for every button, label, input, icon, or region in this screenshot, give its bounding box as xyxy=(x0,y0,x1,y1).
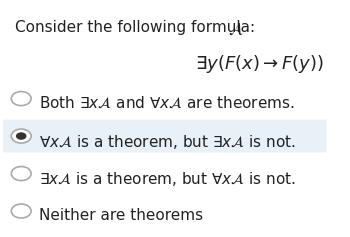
Text: $\exists y(F(x) \rightarrow F(y))$: $\exists y(F(x) \rightarrow F(y))$ xyxy=(195,53,323,75)
Text: Both $\exists x\mathcal{A}$ and $\forall x\mathcal{A}$ are theorems.: Both $\exists x\mathcal{A}$ and $\forall… xyxy=(39,95,295,110)
Text: Consider the following formula:: Consider the following formula: xyxy=(15,20,260,35)
Text: Neither are theorems: Neither are theorems xyxy=(39,208,203,223)
Text: $\forall x\mathcal{A}$ is a theorem, but $\exists x\mathcal{A}$ is not.: $\forall x\mathcal{A}$ is a theorem, but… xyxy=(39,132,296,150)
FancyBboxPatch shape xyxy=(3,120,327,152)
Text: $\exists x\mathcal{A}$ is a theorem, but $\forall x\mathcal{A}$ is not.: $\exists x\mathcal{A}$ is a theorem, but… xyxy=(39,170,296,188)
Circle shape xyxy=(11,129,31,143)
Text: $\mathcal{A}$: $\mathcal{A}$ xyxy=(228,20,243,38)
Circle shape xyxy=(16,132,27,140)
Circle shape xyxy=(11,204,31,218)
Circle shape xyxy=(11,167,31,181)
Circle shape xyxy=(11,91,31,106)
